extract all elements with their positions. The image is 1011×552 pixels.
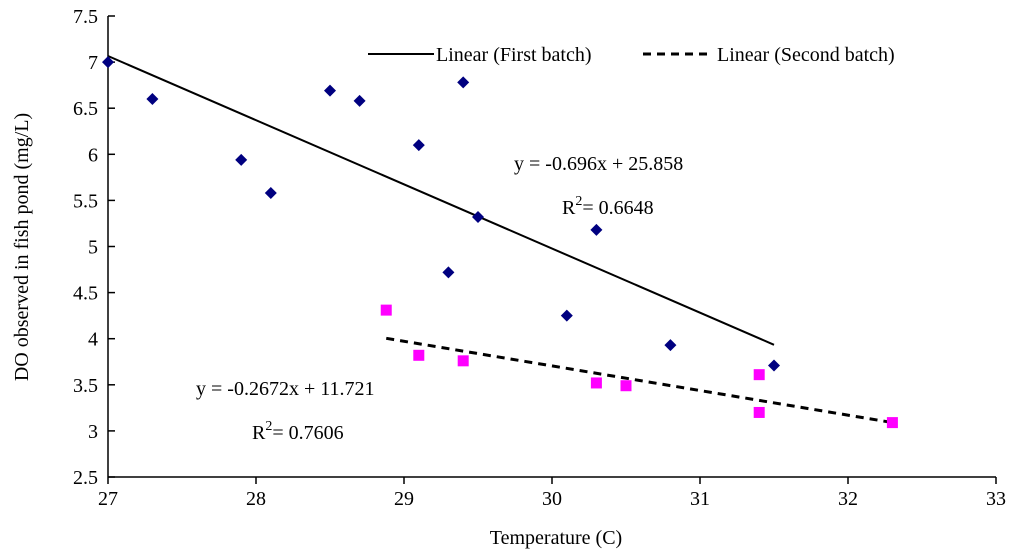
point-first-batch [590, 223, 603, 236]
y-tick-label: 4.5 [73, 283, 98, 305]
equation-text-second-batch: y = -0.2672x + 11.721 [196, 378, 374, 400]
legend-label-second-batch: Linear (Second batch) [717, 44, 895, 66]
y-axis-title: DO observed in fish pond (mg/L) [11, 113, 33, 381]
x-tick-label: 33 [986, 488, 1006, 510]
x-tick-label: 29 [394, 488, 414, 510]
point-first-batch [235, 153, 248, 166]
y-tick-label: 7.5 [73, 6, 98, 28]
legend: Linear (First batch) Linear (Second batc… [368, 44, 895, 66]
point-first-batch [442, 266, 455, 279]
y-tick-label: 3.5 [73, 375, 98, 397]
x-tick-label: 30 [542, 488, 562, 510]
point-first-batch [472, 210, 484, 223]
trendline-first-batch [107, 55, 775, 346]
point-first-batch [102, 56, 114, 69]
point-second-batch [753, 369, 765, 381]
point-second-batch [753, 406, 765, 418]
y-tick-label: 6.5 [73, 98, 98, 120]
x-tick-label: 32 [838, 488, 858, 510]
x-tick-label: 31 [690, 488, 710, 510]
point-first-batch [457, 76, 470, 89]
x-axis-ticks: 27 28 29 30 31 32 33 [98, 477, 1006, 510]
equation-first-batch: y = -0.696x + 25.858 R2= 0.6648 [514, 153, 683, 219]
point-first-batch [768, 359, 780, 372]
y-tick-label: 6 [88, 144, 98, 166]
y-tick-label: 7 [88, 52, 98, 74]
point-first-batch [664, 339, 677, 352]
point-first-batch [264, 187, 277, 200]
legend-label-first-batch: Linear (First batch) [436, 44, 592, 66]
r-squared-second-batch: R2= 0.7606 [252, 419, 344, 444]
point-first-batch [412, 139, 425, 152]
y-tick-label: 4 [88, 329, 98, 351]
point-second-batch [457, 355, 469, 367]
y-tick-label: 2.5 [73, 467, 98, 489]
data-points [102, 56, 898, 429]
y-tick-label: 5 [88, 237, 98, 259]
y-axis-ticks: 2.5 3 3.5 4 4.5 5 5.5 6 6.5 7 7.5 [73, 6, 115, 489]
equation-text-first-batch: y = -0.696x + 25.858 [514, 153, 683, 175]
point-second-batch [886, 417, 898, 429]
point-first-batch [146, 92, 159, 105]
point-first-batch [353, 94, 366, 107]
trendlines [107, 55, 893, 425]
x-axis-title: Temperature (C) [490, 527, 622, 549]
point-second-batch [620, 380, 632, 392]
point-second-batch [380, 304, 392, 316]
x-tick-label: 27 [98, 488, 118, 510]
point-first-batch [324, 84, 336, 97]
point-second-batch [413, 349, 425, 361]
y-tick-label: 3 [88, 421, 98, 443]
y-tick-label: 5.5 [73, 190, 98, 212]
point-second-batch [590, 377, 602, 389]
x-tick-label: 28 [246, 488, 266, 510]
axes [107, 16, 996, 478]
trendline-second-batch [385, 336, 893, 425]
point-first-batch [560, 309, 573, 322]
equation-second-batch: y = -0.2672x + 11.721 R2= 0.7606 [196, 378, 374, 444]
r-squared-first-batch: R2= 0.6648 [562, 194, 654, 219]
